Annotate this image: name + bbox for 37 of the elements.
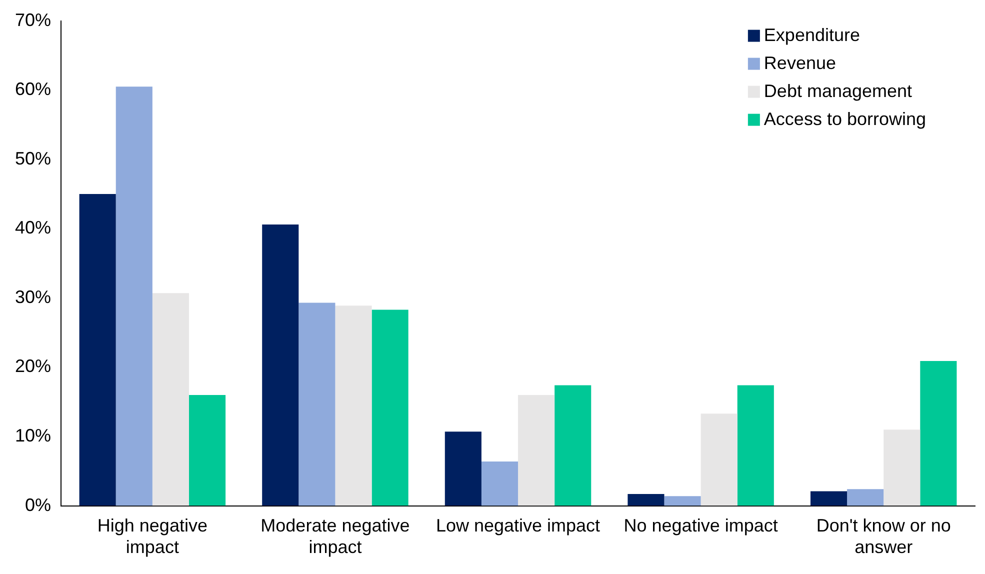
- bar: [444, 432, 482, 506]
- y-tick-label: 20%: [14, 356, 52, 376]
- x-tick-label: Moderate negative impact: [260, 516, 410, 558]
- bar: [298, 302, 336, 506]
- bar: [737, 385, 774, 506]
- bar: [188, 394, 226, 506]
- bar: [262, 224, 299, 506]
- legend-label: Access to borrowing: [764, 108, 926, 129]
- bar: [481, 461, 518, 506]
- y-tick-label: 50%: [14, 148, 52, 168]
- y-tick-label: 70%: [14, 10, 52, 30]
- y-tick-label: 10%: [14, 425, 52, 446]
- bar: [518, 394, 555, 506]
- bar: [335, 306, 372, 506]
- bar: [628, 494, 664, 506]
- bar: [116, 86, 152, 506]
- legend-label: Revenue: [764, 52, 836, 73]
- bar: [920, 360, 957, 506]
- bar: [810, 491, 848, 506]
- bar: [664, 496, 701, 506]
- bar: [884, 430, 920, 506]
- y-tick-label: 60%: [14, 79, 52, 100]
- bar: [847, 489, 884, 506]
- legend-label: Debt management: [764, 80, 912, 101]
- legend-label: Expenditure: [764, 24, 860, 45]
- bar: [700, 414, 738, 506]
- y-tick-label: 30%: [14, 286, 52, 307]
- y-tick-label: 40%: [14, 218, 52, 238]
- bar: [372, 310, 408, 506]
- x-tick-label: No negative impact: [624, 516, 778, 536]
- x-tick-label: High negative impact: [97, 516, 208, 558]
- bar: [79, 194, 116, 506]
- y-tick-label: 0%: [25, 494, 52, 515]
- x-tick-label: Don't know or no answer: [816, 516, 951, 558]
- bar: [152, 293, 189, 506]
- x-tick-label: Low negative impact: [436, 516, 600, 536]
- bar: [554, 385, 592, 506]
